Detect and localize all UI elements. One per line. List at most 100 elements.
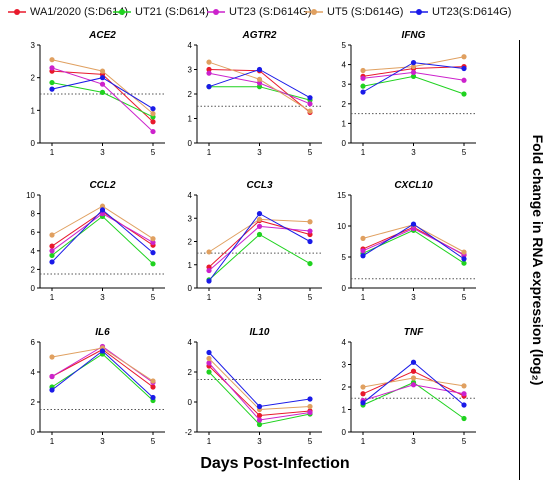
panel-title: ACE2 (88, 30, 116, 41)
data-point (99, 348, 106, 354)
data-point (49, 57, 55, 63)
y-tick-label: 4 (31, 368, 36, 377)
data-point (49, 259, 55, 265)
x-tick-label: 1 (50, 293, 55, 302)
data-point (461, 391, 467, 397)
y-tick-label: 0 (188, 398, 193, 407)
data-point (461, 256, 467, 262)
data-point (256, 231, 263, 238)
data-point (410, 73, 417, 79)
data-point (307, 219, 313, 225)
data-point (256, 412, 263, 419)
legend-item: UT23 (S:D614G) (207, 4, 312, 20)
data-point (410, 60, 417, 66)
legend-item: WA1/2020 (S:D614) (8, 4, 128, 20)
legend-label: UT21 (S:D614) (135, 6, 209, 18)
legend: WA1/2020 (S:D614) UT21 (S:D614) UT23 (S:D6… (0, 0, 550, 26)
data-point (206, 360, 212, 366)
data-point (410, 69, 417, 76)
data-point (461, 415, 467, 422)
data-point (150, 106, 156, 112)
y-tick-label: 3 (342, 361, 347, 370)
y-tick-label: 5 (342, 253, 347, 262)
data-point (206, 84, 212, 90)
legend-label: UT5 (S:D614G) (327, 6, 404, 18)
x-tick-label: 3 (257, 437, 262, 446)
data-point (256, 421, 263, 428)
data-point (49, 248, 55, 254)
data-point (360, 67, 366, 74)
x-tick-label: 5 (308, 293, 313, 302)
y-tick-label: 4 (188, 338, 193, 347)
series-line (362, 75, 465, 95)
data-point (461, 91, 467, 97)
data-point (99, 211, 106, 217)
legend-item: UT23(S:D614G) (410, 4, 511, 20)
data-point (256, 76, 263, 82)
data-point (410, 225, 417, 232)
panel-title: IL10 (249, 327, 269, 338)
y-tick-label: 3 (342, 80, 347, 89)
series-line (51, 353, 154, 401)
y-tick-label: 0 (188, 284, 193, 293)
data-point (206, 66, 212, 73)
data-point (360, 89, 366, 95)
data-point (360, 75, 366, 81)
y-tick-label: 15 (337, 191, 346, 200)
legend-item: UT5 (S:D614G) (305, 4, 403, 20)
x-tick-label: 1 (50, 437, 55, 446)
data-point (410, 221, 417, 227)
data-point (206, 349, 212, 356)
data-point (360, 83, 366, 89)
y-tick-label: 4 (342, 338, 347, 347)
x-tick-label: 5 (151, 148, 156, 157)
y-tick-label: 2 (342, 100, 347, 109)
data-point (307, 228, 313, 234)
x-tick-label: 5 (462, 148, 467, 157)
series-line (51, 213, 154, 252)
x-tick-label: 3 (411, 437, 416, 446)
y-tick-label: 3 (188, 66, 193, 75)
data-point (360, 248, 366, 254)
data-point (461, 77, 467, 83)
panel-title: CCL3 (246, 180, 273, 191)
x-tick-label: 1 (207, 148, 212, 157)
data-point (410, 368, 417, 374)
y-tick-label: 2 (31, 74, 36, 83)
x-tick-label: 1 (207, 293, 212, 302)
y-tick-label: 8 (31, 210, 36, 219)
y-tick-label: 0 (342, 428, 347, 437)
panel-tnf: TNF 0 1 2 3 4 1 3 5 (342, 327, 476, 446)
data-point (49, 86, 55, 92)
data-point (150, 111, 156, 117)
y-tick-label: 5 (342, 41, 347, 50)
y-tick-label: 4 (342, 61, 347, 70)
y-tick-label: 3 (31, 41, 36, 50)
data-point (49, 65, 55, 71)
series-line (208, 358, 311, 411)
data-point (410, 63, 417, 70)
data-point (360, 253, 366, 259)
y-tick-label: 0 (342, 284, 347, 293)
data-point (150, 119, 156, 125)
data-point (99, 89, 106, 95)
panel-cxcl10: CXCL10 0 5 10 15 1 3 5 (337, 180, 476, 302)
y-tick-label: 1 (31, 106, 36, 115)
x-tick-label: 1 (361, 148, 366, 157)
legend-label: UT23 (S:D614G) (229, 6, 312, 18)
y-tick-label: 1 (342, 406, 347, 415)
panel-ifng: IFNG 0 1 2 3 4 5 1 3 5 (342, 30, 476, 157)
data-point (307, 409, 313, 416)
x-tick-label: 5 (308, 148, 313, 157)
panel-ace2: ACE2 0 1 2 3 1 3 5 (31, 30, 165, 157)
x-axis-label: Days Post-Infection (200, 455, 350, 472)
legend-marker (207, 9, 225, 15)
panel-ccl3: CCL3 0 1 2 3 4 1 3 5 (188, 180, 322, 302)
y-tick-label: 3 (188, 214, 193, 223)
legend-label: WA1/2020 (S:D614) (30, 6, 129, 18)
data-point (307, 95, 313, 101)
x-tick-label: 5 (151, 293, 156, 302)
data-point (410, 375, 417, 381)
data-point (99, 207, 106, 213)
legend-item: UT21 (S:D614) (113, 4, 209, 20)
